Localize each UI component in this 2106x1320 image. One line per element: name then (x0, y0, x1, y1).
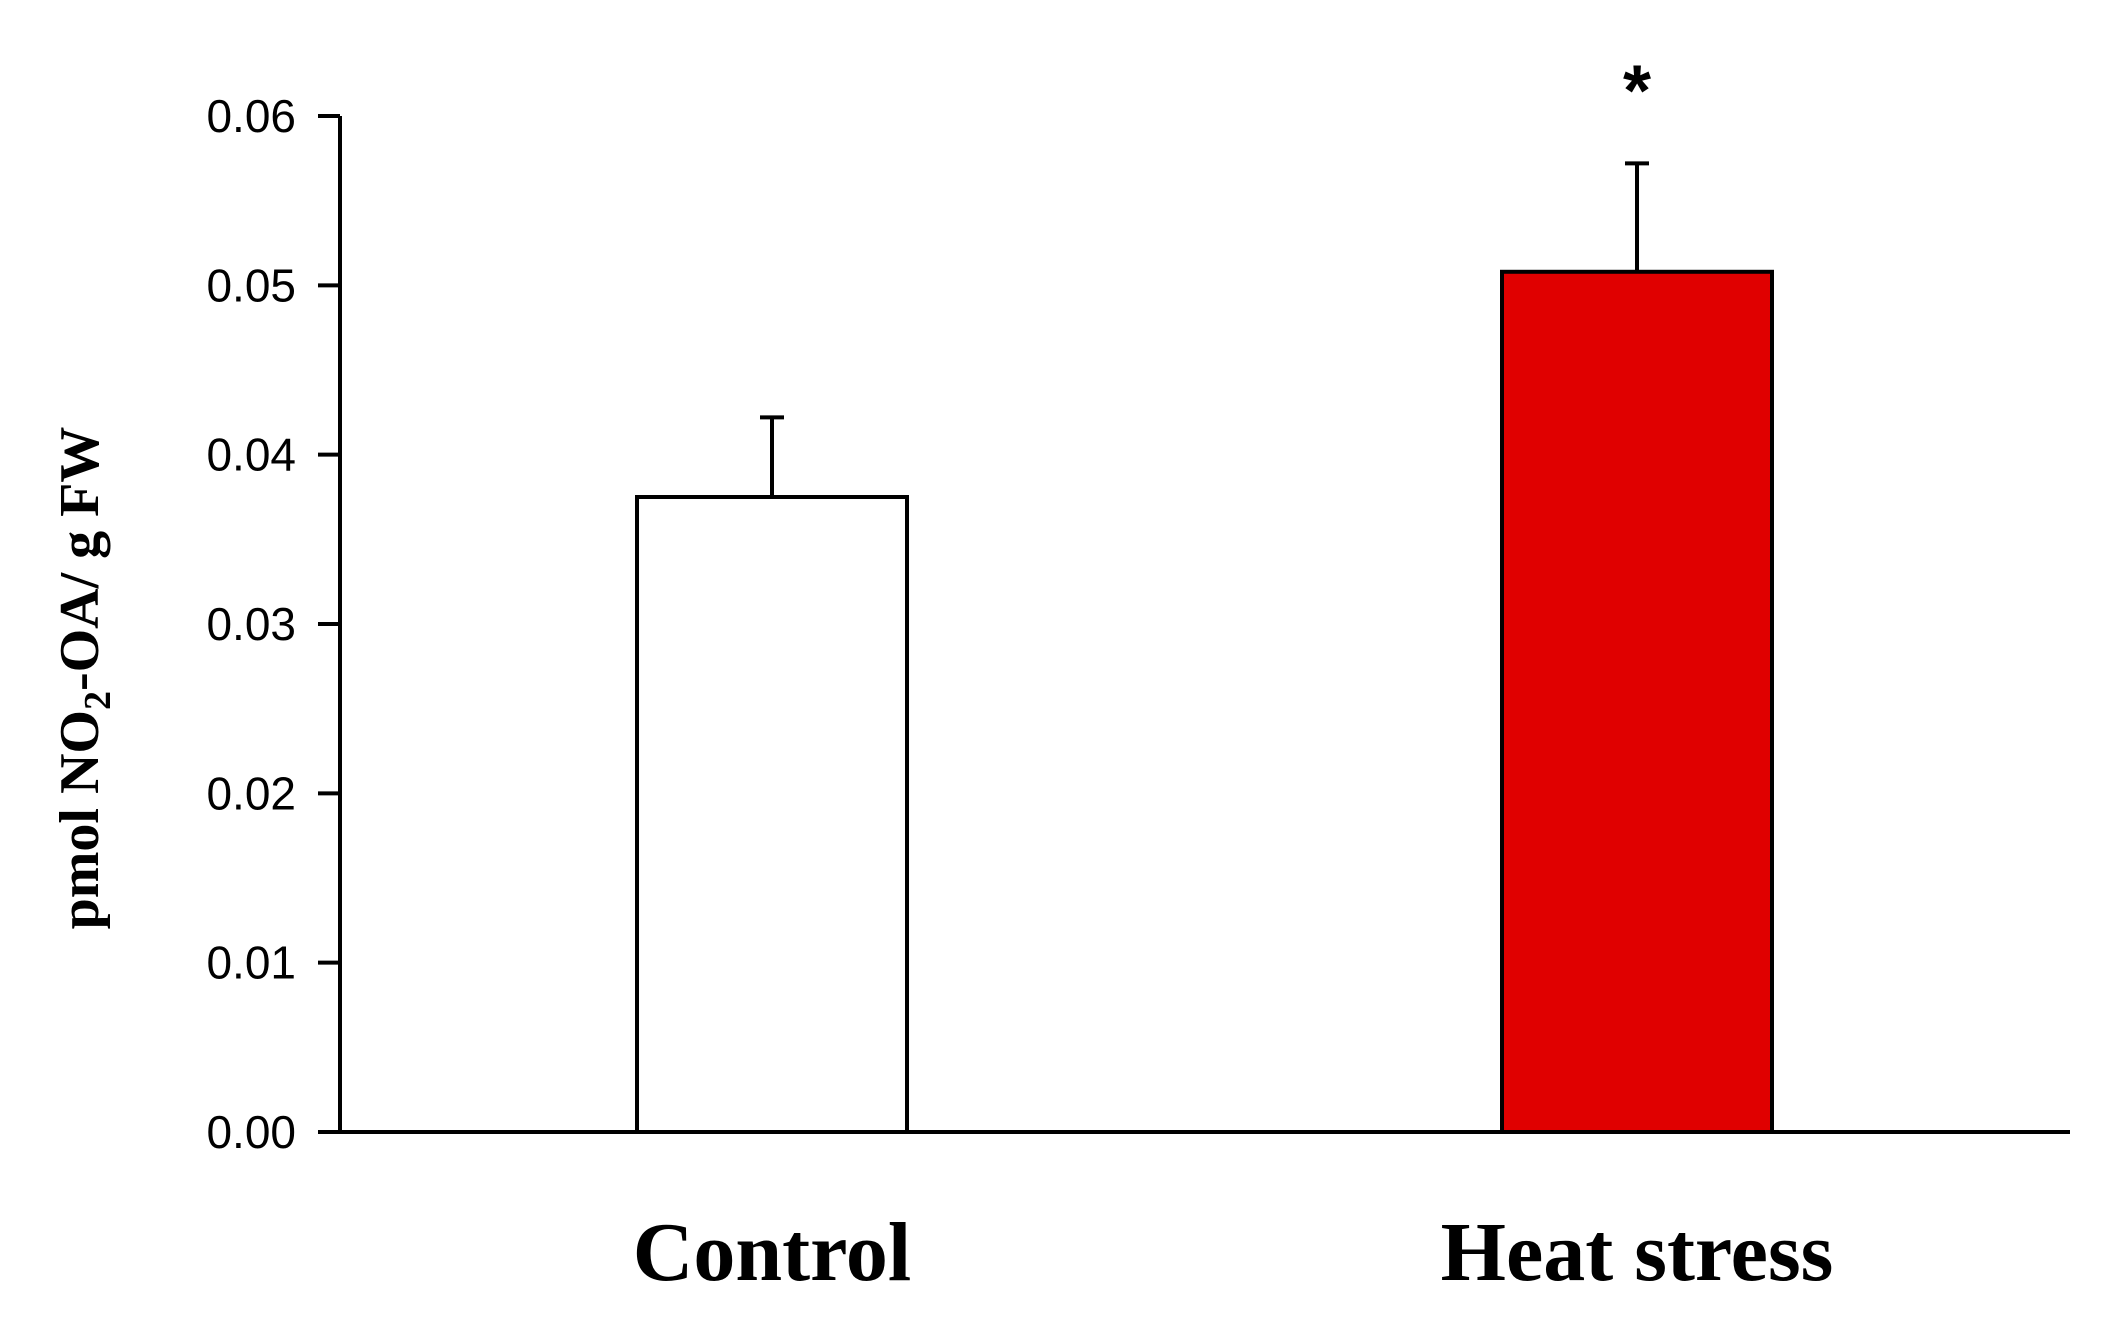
y-tick-label: 0.02 (206, 767, 296, 819)
bar-heat-stress (1500, 269, 1774, 1134)
y-axis-title-group: pmol NO2-OA/ g FW (49, 427, 119, 930)
y-axis-title: pmol NO2-OA/ g FW (49, 427, 119, 930)
y-ticks: 0.00 0.01 0.02 0.03 0.04 0.05 0.06 (206, 90, 340, 1158)
y-tick-label: 0.01 (206, 937, 296, 989)
annotations: * (1623, 51, 1651, 131)
y-axis-title-suffix: -OA/ g FW (49, 427, 111, 691)
x-tick-label: Heat stress (1441, 1206, 1834, 1299)
x-tick-labels: Control Heat stress (633, 1206, 1834, 1299)
y-tick-label: 0.05 (206, 259, 296, 311)
y-tick-label: 0.03 (206, 598, 296, 650)
bar-control (635, 495, 909, 1134)
significance-asterisk: * (1623, 51, 1651, 131)
y-tick-label: 0.04 (206, 429, 296, 481)
y-tick-label: 0.00 (206, 1106, 296, 1158)
y-axis-title-subscript: 2 (77, 691, 119, 710)
y-axis-title-prefix: pmol NO (49, 710, 111, 929)
y-tick-label: 0.06 (206, 90, 296, 142)
bars (635, 269, 1774, 1134)
x-tick-label: Control (633, 1206, 911, 1299)
error-bars (760, 161, 1649, 497)
axes (318, 116, 2070, 1134)
